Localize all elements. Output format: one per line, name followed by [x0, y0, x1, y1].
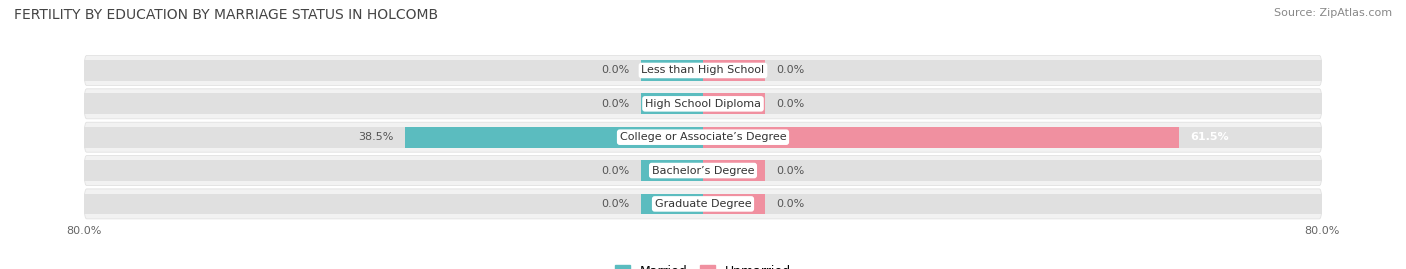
Bar: [703, 94, 765, 114]
Text: 0.0%: 0.0%: [776, 165, 804, 176]
Text: 0.0%: 0.0%: [776, 99, 804, 109]
Bar: [641, 160, 703, 181]
Text: Source: ZipAtlas.com: Source: ZipAtlas.com: [1274, 8, 1392, 18]
Bar: [84, 127, 703, 147]
Bar: [641, 194, 703, 214]
Text: 0.0%: 0.0%: [602, 199, 630, 209]
Legend: Married, Unmarried: Married, Unmarried: [614, 265, 792, 269]
Bar: [84, 94, 703, 114]
Bar: [703, 194, 1322, 214]
Bar: [641, 60, 703, 81]
Bar: [703, 127, 1178, 147]
Bar: [84, 160, 703, 181]
Text: 0.0%: 0.0%: [602, 99, 630, 109]
FancyBboxPatch shape: [84, 189, 1322, 219]
Text: Bachelor’s Degree: Bachelor’s Degree: [652, 165, 754, 176]
FancyBboxPatch shape: [84, 155, 1322, 186]
FancyBboxPatch shape: [84, 122, 1322, 152]
Text: 61.5%: 61.5%: [1191, 132, 1229, 142]
Bar: [703, 194, 765, 214]
FancyBboxPatch shape: [84, 89, 1322, 119]
Text: 0.0%: 0.0%: [776, 199, 804, 209]
Bar: [703, 60, 765, 81]
Bar: [703, 160, 1322, 181]
Bar: [703, 94, 1322, 114]
Text: 38.5%: 38.5%: [359, 132, 394, 142]
Text: Graduate Degree: Graduate Degree: [655, 199, 751, 209]
Bar: [641, 94, 703, 114]
Bar: [84, 60, 703, 81]
Text: 0.0%: 0.0%: [776, 65, 804, 76]
Text: FERTILITY BY EDUCATION BY MARRIAGE STATUS IN HOLCOMB: FERTILITY BY EDUCATION BY MARRIAGE STATU…: [14, 8, 439, 22]
Bar: [703, 127, 1322, 147]
Text: 0.0%: 0.0%: [602, 165, 630, 176]
Bar: [703, 60, 1322, 81]
Bar: [84, 194, 703, 214]
Text: High School Diploma: High School Diploma: [645, 99, 761, 109]
Bar: [405, 127, 703, 147]
Text: College or Associate’s Degree: College or Associate’s Degree: [620, 132, 786, 142]
Text: 0.0%: 0.0%: [602, 65, 630, 76]
Text: Less than High School: Less than High School: [641, 65, 765, 76]
FancyBboxPatch shape: [84, 55, 1322, 86]
Bar: [703, 160, 765, 181]
